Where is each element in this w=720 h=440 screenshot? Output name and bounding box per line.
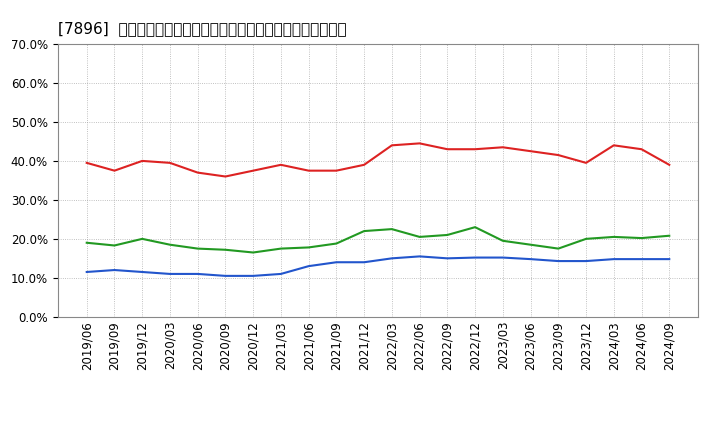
買入債務: [609, 234, 618, 239]
在庫: [498, 255, 507, 260]
在庫: [221, 273, 230, 279]
買入債務: [360, 228, 369, 234]
買入債務: [82, 240, 91, 246]
在庫: [387, 256, 396, 261]
在庫: [415, 254, 424, 259]
売上債権: [332, 168, 341, 173]
在庫: [443, 256, 451, 261]
在庫: [276, 271, 285, 277]
売上債権: [82, 160, 91, 165]
売上債権: [582, 160, 590, 165]
買入債務: [415, 234, 424, 239]
在庫: [471, 255, 480, 260]
在庫: [332, 260, 341, 265]
売上債権: [360, 162, 369, 168]
売上債権: [637, 147, 646, 152]
Text: [7896]  売上債権、在庫、買入債務の総資産に対する比率の推移: [7896] 売上債権、在庫、買入債務の総資産に対する比率の推移: [58, 21, 346, 36]
売上債権: [498, 145, 507, 150]
在庫: [526, 257, 535, 262]
売上債権: [166, 160, 174, 165]
買入債務: [665, 233, 674, 238]
売上債権: [554, 152, 562, 158]
売上債権: [387, 143, 396, 148]
Line: 買入債務: 買入債務: [86, 227, 670, 253]
売上債権: [443, 147, 451, 152]
買入債務: [138, 236, 147, 242]
買入債務: [276, 246, 285, 251]
買入債務: [305, 245, 313, 250]
買入債務: [526, 242, 535, 247]
在庫: [249, 273, 258, 279]
在庫: [82, 269, 91, 275]
買入債務: [387, 227, 396, 232]
買入債務: [637, 235, 646, 241]
買入債務: [443, 232, 451, 238]
買入債務: [166, 242, 174, 247]
在庫: [582, 258, 590, 264]
買入債務: [332, 241, 341, 246]
売上債権: [276, 162, 285, 168]
売上債権: [471, 147, 480, 152]
売上債権: [305, 168, 313, 173]
在庫: [166, 271, 174, 277]
買入債務: [471, 224, 480, 230]
買入債務: [249, 250, 258, 255]
在庫: [609, 257, 618, 262]
在庫: [305, 264, 313, 269]
買入債務: [582, 236, 590, 242]
売上債権: [249, 168, 258, 173]
買入債務: [221, 247, 230, 253]
在庫: [665, 257, 674, 262]
Legend: 売上債権, 在庫, 買入債務: 売上債権, 在庫, 買入債務: [236, 438, 520, 440]
売上債権: [609, 143, 618, 148]
買入債務: [498, 238, 507, 243]
買入債務: [194, 246, 202, 251]
買入債務: [110, 243, 119, 248]
Line: 在庫: 在庫: [86, 257, 670, 276]
売上債権: [526, 149, 535, 154]
在庫: [138, 269, 147, 275]
売上債権: [221, 174, 230, 179]
在庫: [110, 268, 119, 273]
買入債務: [554, 246, 562, 251]
Line: 売上債権: 売上債権: [86, 143, 670, 176]
売上債権: [194, 170, 202, 175]
在庫: [360, 260, 369, 265]
在庫: [194, 271, 202, 277]
売上債権: [138, 158, 147, 164]
売上債権: [665, 162, 674, 168]
売上債権: [110, 168, 119, 173]
売上債権: [415, 141, 424, 146]
在庫: [637, 257, 646, 262]
在庫: [554, 258, 562, 264]
